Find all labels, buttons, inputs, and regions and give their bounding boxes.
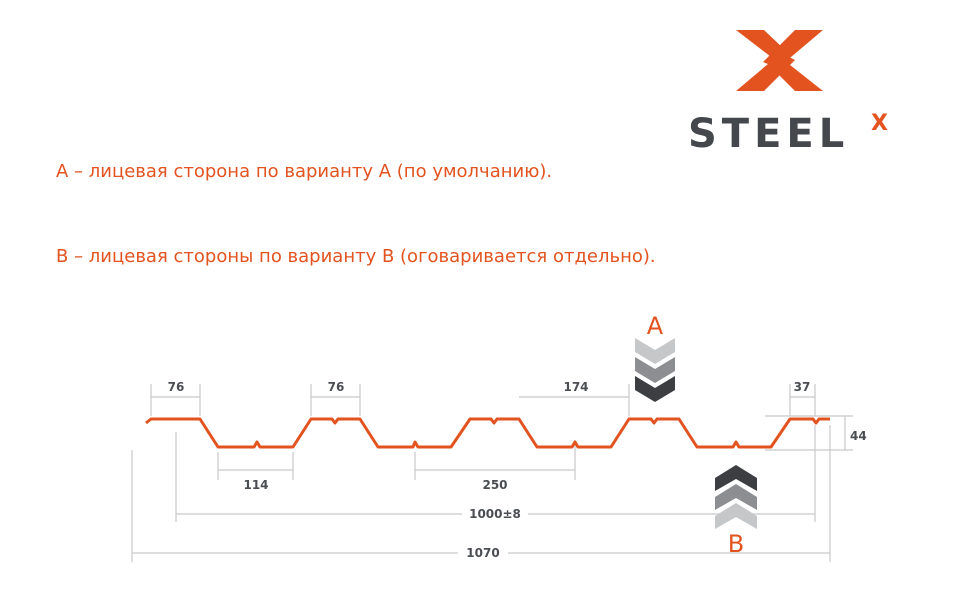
logo-text: STEEL bbox=[688, 111, 849, 157]
side-b-arrows-icon bbox=[715, 465, 757, 529]
caption-variant-b: В – лицевая стороны по варианту В (огова… bbox=[56, 246, 656, 267]
dim-bottom-flat: 114 bbox=[243, 478, 268, 492]
side-a-arrows-icon bbox=[635, 338, 675, 402]
dim-rib-gap: 174 bbox=[563, 380, 588, 394]
dim-top-flat-1: 76 bbox=[168, 380, 185, 394]
caption-variant-a: А – лицевая сторона по варианту А (по ум… bbox=[56, 161, 553, 182]
side-a-label: A bbox=[647, 312, 664, 340]
dim-height: 44 bbox=[850, 429, 867, 443]
dim-top-flat-2: 76 bbox=[328, 380, 345, 394]
side-b-label: B bbox=[728, 530, 744, 558]
trapezoid-profile bbox=[145, 417, 830, 449]
logo-x-mark bbox=[736, 30, 823, 91]
dim-total-width: 1070 bbox=[466, 546, 499, 560]
dimension-lines bbox=[131, 384, 853, 562]
dim-edge: 37 bbox=[794, 380, 811, 394]
dim-working-width: 1000±8 bbox=[469, 507, 521, 521]
dim-pitch: 250 bbox=[482, 478, 507, 492]
logo-superscript: X bbox=[871, 111, 888, 136]
steelx-logo: STEEL X bbox=[688, 30, 888, 157]
